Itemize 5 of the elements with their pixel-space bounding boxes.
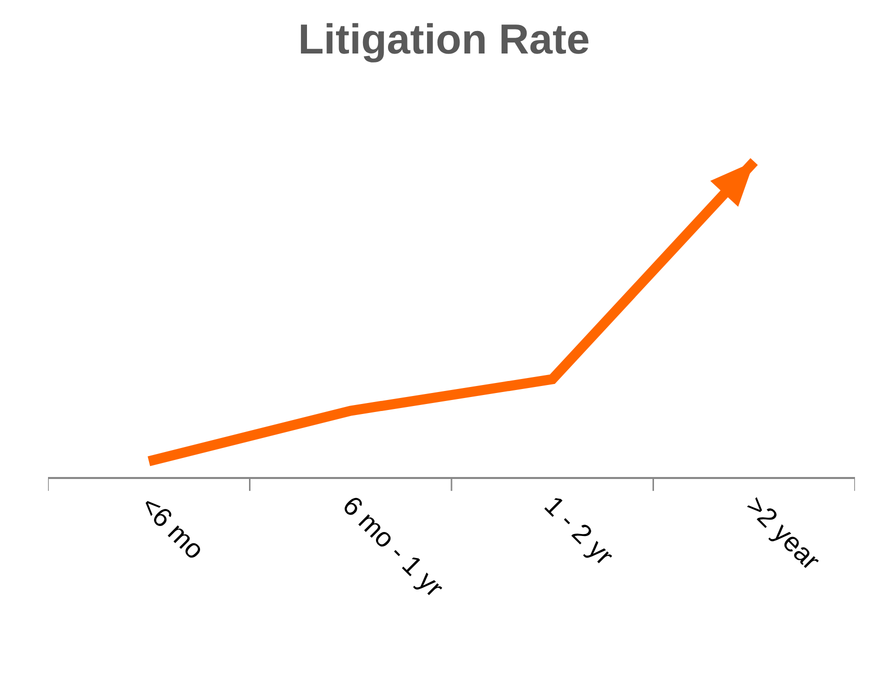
- x-tick-label: <6 mo: [135, 490, 210, 566]
- x-tick-label: >2 year: [740, 490, 826, 576]
- chart-title: Litigation Rate: [298, 16, 590, 63]
- x-tick-label: 6 mo - 1 yr: [336, 490, 450, 603]
- x-tick-label: 1 - 2 yr: [538, 490, 620, 571]
